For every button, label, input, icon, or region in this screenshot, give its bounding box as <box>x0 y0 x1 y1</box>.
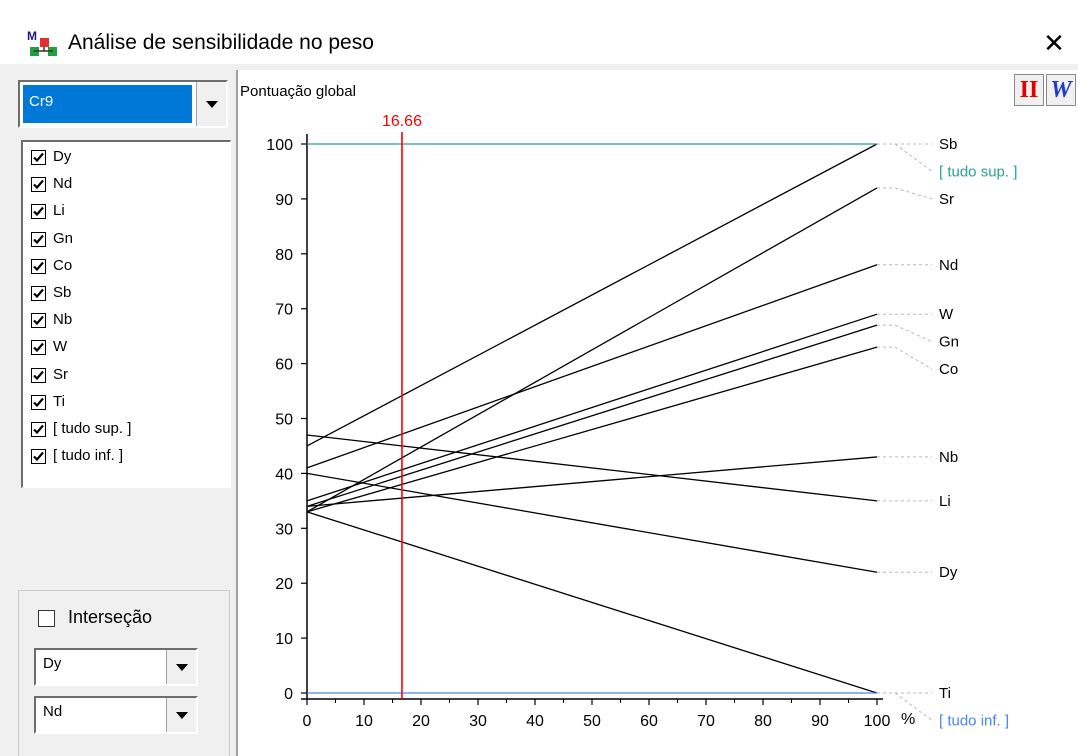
checkbox[interactable] <box>31 449 46 465</box>
checkmark-icon <box>33 152 44 163</box>
intersection-first-select[interactable]: Dy <box>34 648 198 686</box>
series-checklist-label: [ tudo inf. ] <box>53 447 124 465</box>
series-checklist-label: Ti <box>53 392 65 410</box>
checkmark-icon <box>33 397 44 407</box>
checkbox[interactable] <box>31 231 46 247</box>
intersection-first-value: Dy <box>43 655 62 672</box>
intersection-label: Interseção <box>68 607 153 627</box>
checkbox[interactable] <box>31 150 46 165</box>
window-title: Análise de sensibilidade no peso <box>68 31 374 54</box>
checkbox[interactable] <box>31 258 46 274</box>
series-checklist: Dy Nd Li Gn Co Sb Nb W Sr Ti [ tudo sup. ] [ tudo i… <box>21 140 231 488</box>
intersection-second-value: Nd <box>43 703 63 720</box>
checkmark-icon <box>33 370 44 380</box>
checkbox[interactable] <box>31 367 46 383</box>
series-checklist-label: W <box>53 338 68 356</box>
checkbox[interactable] <box>31 177 46 193</box>
checkmark-icon <box>33 451 44 462</box>
intersection-second-select[interactable]: Nd <box>34 696 198 734</box>
pause-toolbar-button[interactable]: II <box>1014 74 1044 106</box>
app-icon: M <box>27 29 57 56</box>
series-checklist-label: Nb <box>53 311 73 329</box>
close-button[interactable]: ✕ <box>1043 28 1065 58</box>
criterion-select-value: Cr9 <box>23 85 192 123</box>
chevron-down-icon[interactable] <box>166 698 196 732</box>
checkbox[interactable] <box>31 286 46 301</box>
checkmark-icon <box>33 424 44 435</box>
checkmark-icon <box>33 234 44 244</box>
chevron-down-icon[interactable] <box>196 82 226 126</box>
intersection-group <box>18 590 230 756</box>
checkmark-icon <box>33 261 44 271</box>
checkbox[interactable] <box>31 204 46 220</box>
criterion-select[interactable]: Cr9 <box>18 80 228 128</box>
word-export-button[interactable]: W <box>1046 74 1076 106</box>
title-bar: M Análise de sensibilidade no peso ✕ <box>0 0 1078 64</box>
intersection-checkbox[interactable] <box>38 610 55 627</box>
series-checklist-label: Dy <box>53 148 72 165</box>
checkmark-icon <box>33 207 44 217</box>
checkmark-icon <box>33 288 44 299</box>
checkbox[interactable] <box>31 313 46 329</box>
plot-area <box>236 70 1078 756</box>
series-checklist-label: [ tudo sup. ] <box>53 420 132 437</box>
series-checklist-label: Gn <box>53 229 74 247</box>
series-checklist-label: Sr <box>53 365 68 383</box>
checkbox[interactable] <box>31 394 46 410</box>
checkbox[interactable] <box>31 340 46 356</box>
checkmark-icon <box>33 179 44 190</box>
series-checklist-label: Co <box>53 256 73 274</box>
series-checklist-label: Li <box>53 202 65 220</box>
svg-text:M: M <box>27 29 37 43</box>
checkbox[interactable] <box>31 422 46 437</box>
chevron-down-icon[interactable] <box>166 650 196 684</box>
series-checklist-label: Sb <box>53 284 72 301</box>
checkmark-icon <box>33 315 44 326</box>
checkmark-icon <box>33 343 44 353</box>
series-checklist-label: Nd <box>53 175 73 193</box>
